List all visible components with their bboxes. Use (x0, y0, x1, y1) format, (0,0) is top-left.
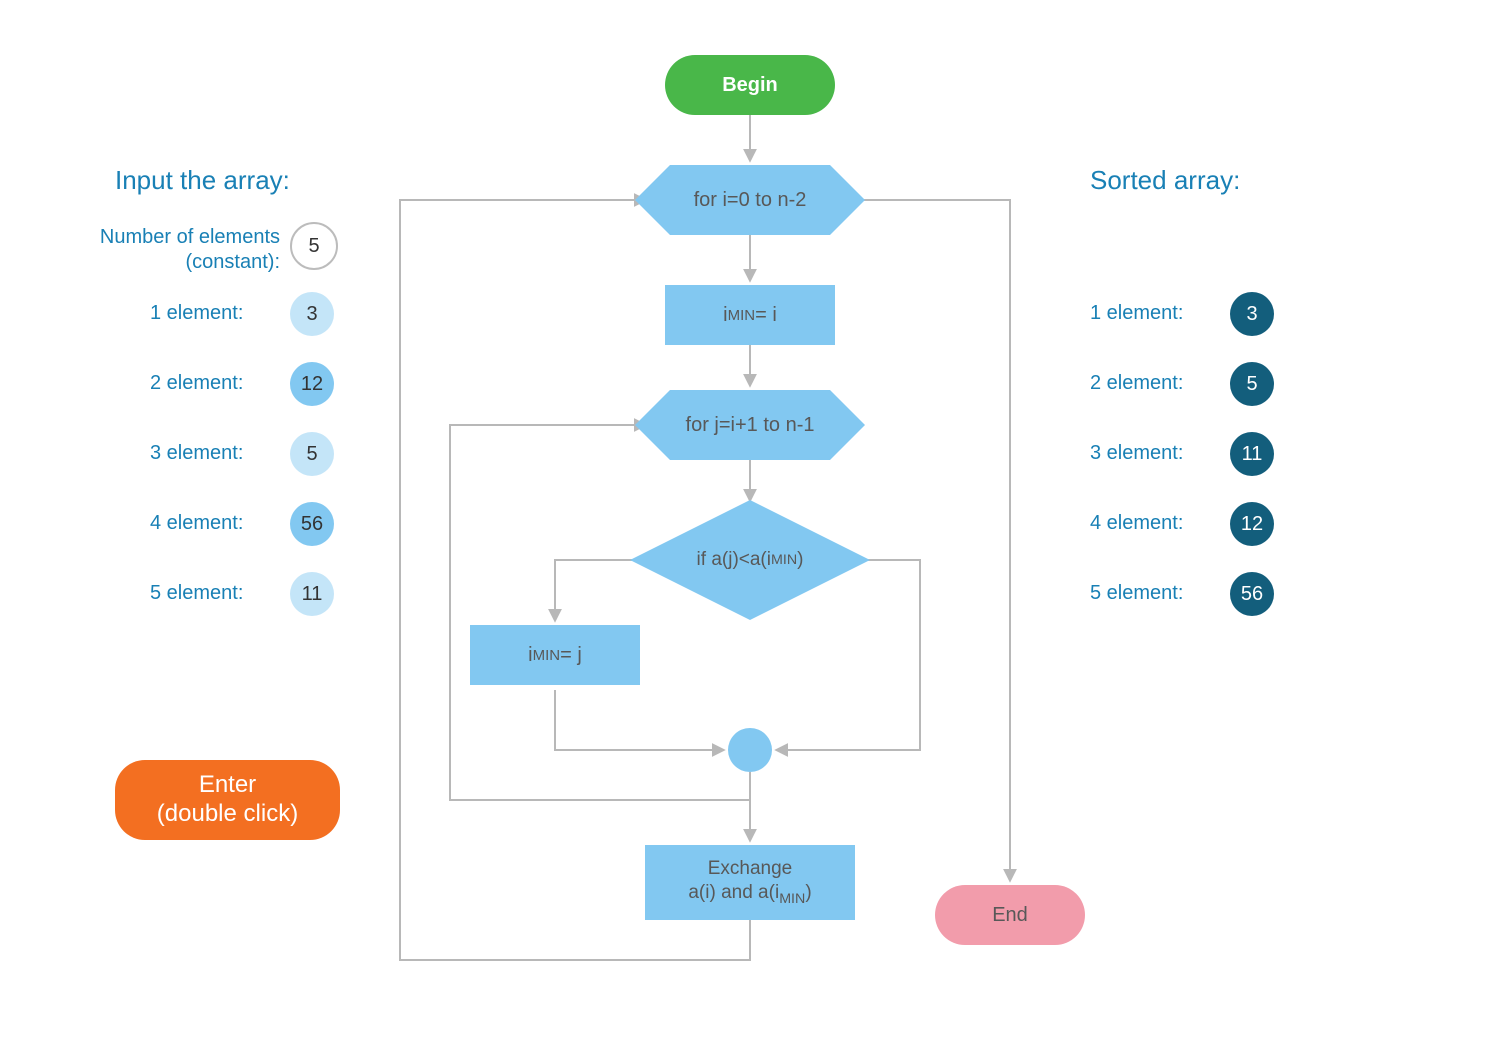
node-for-j-label: for j=i+1 to n-1 (635, 390, 865, 460)
sorted-el-2-label: 2 element: (1090, 372, 1183, 395)
input-el-3-value[interactable]: 5 (290, 432, 334, 476)
enter-button-line1: Enter (199, 771, 256, 800)
diagram-canvas: Begin for i=0 to n-2 iMIN = i for j=i+1 … (0, 0, 1500, 1060)
sorted-el-4-value: 12 (1230, 502, 1274, 546)
node-for-i-label: for i=0 to n-2 (635, 165, 865, 235)
sorted-el-4-label: 4 element: (1090, 512, 1183, 535)
input-el-5-label: 5 element: (150, 582, 243, 605)
enter-button[interactable]: Enter (double click) (115, 760, 340, 840)
node-exchange-label: Exchange a(i) and a(iMIN) (645, 845, 855, 920)
input-el-4-value[interactable]: 56 (290, 502, 334, 546)
sorted-el-1-value: 3 (1230, 292, 1274, 336)
sorted-el-3-value: 11 (1230, 432, 1274, 476)
input-el-1-label: 1 element: (150, 302, 243, 325)
node-decision-label: if a(j)<a(iMIN) (630, 500, 870, 620)
exchange-line1: Exchange (708, 857, 793, 882)
sorted-el-5-label: 5 element: (1090, 582, 1183, 605)
input-el-2-label: 2 element: (150, 372, 243, 395)
node-end-label: End (935, 885, 1085, 945)
node-imin-i-label: iMIN = i (665, 285, 835, 345)
sorted-el-3-label: 3 element: (1090, 442, 1183, 465)
input-el-3-label: 3 element: (150, 442, 243, 465)
exchange-line2: a(i) and a(iMIN) (688, 881, 811, 908)
input-count-value[interactable]: 5 (290, 222, 338, 270)
input-el-2-value[interactable]: 12 (290, 362, 334, 406)
imin-i-suffix: = i (755, 304, 777, 327)
cond-sub: MIN (771, 552, 797, 568)
exchange-sub: MIN (779, 891, 805, 907)
sorted-el-1-label: 1 element: (1090, 302, 1183, 325)
sorted-header: Sorted array: (1090, 165, 1240, 196)
input-el-4-label: 4 element: (150, 512, 243, 535)
enter-button-line2: (double click) (157, 800, 298, 829)
input-el-1-value[interactable]: 3 (290, 292, 334, 336)
exchange-prefix: a(i) and a(i (688, 882, 779, 903)
sorted-el-2-value: 5 (1230, 362, 1274, 406)
cond-prefix: if a(j)<a(i (697, 549, 771, 571)
node-connector (728, 728, 772, 772)
node-begin-label: Begin (665, 55, 835, 115)
imin-i-sub: MIN (728, 307, 756, 324)
imin-j-sub: MIN (533, 647, 561, 664)
input-count-label: Number of elements (constant): (60, 225, 280, 275)
input-el-5-value[interactable]: 11 (290, 572, 334, 616)
cond-suffix: ) (797, 549, 803, 571)
exchange-suffix: ) (805, 882, 811, 903)
node-imin-j-label: iMIN = j (470, 625, 640, 685)
imin-j-suffix: = j (560, 644, 582, 667)
input-header: Input the array: (115, 165, 290, 196)
sorted-el-5-value: 56 (1230, 572, 1274, 616)
